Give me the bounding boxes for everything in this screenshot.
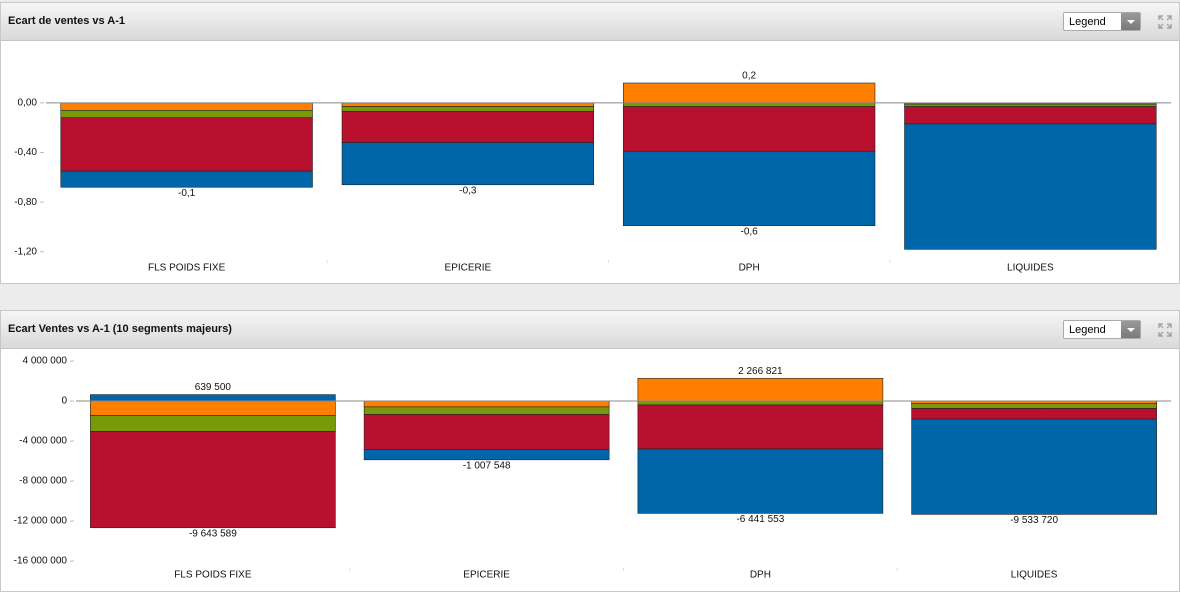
bar-segment bbox=[341, 106, 595, 112]
bar-segment bbox=[363, 406, 610, 415]
bar-segment bbox=[60, 170, 313, 188]
bar-segment bbox=[341, 102, 595, 107]
y-tick-label: -0,80 bbox=[14, 197, 37, 208]
x-tick-label: LIQUIDES bbox=[1011, 570, 1058, 581]
bar-segment bbox=[90, 400, 336, 416]
value-label: -0,3 bbox=[459, 185, 477, 196]
y-tick-label: -8 000 000 bbox=[19, 476, 67, 487]
value-label: -9 533 720 bbox=[1010, 515, 1058, 526]
bar-segment bbox=[90, 415, 336, 432]
value-label: -0,1 bbox=[178, 188, 196, 199]
value-label: 639 500 bbox=[195, 382, 232, 393]
value-label: -1 007 548 bbox=[463, 460, 511, 471]
panel-header: Ecart Ventes vs A-1 (10 segments majeurs… bbox=[1, 311, 1179, 349]
chart-title: Ecart de ventes vs A-1 bbox=[8, 15, 125, 27]
legend-dropdown[interactable]: Legend bbox=[1063, 320, 1141, 339]
y-tick-label: -0,40 bbox=[14, 147, 37, 158]
value-label: -0,6 bbox=[741, 226, 759, 237]
legend-dropdown[interactable]: Legend bbox=[1063, 12, 1141, 31]
dropdown-arrow bbox=[1121, 321, 1140, 338]
x-tick-label: EPICERIE bbox=[463, 570, 510, 581]
bar-segment bbox=[637, 400, 884, 406]
value-label: 0,2 bbox=[742, 71, 756, 82]
bar-segment bbox=[363, 449, 610, 461]
bar-segment bbox=[911, 418, 1157, 515]
y-tick-label: -1,20 bbox=[14, 246, 37, 257]
panel-header: Ecart de ventes vs A-1 Legend bbox=[1, 3, 1179, 41]
x-tick-label: DPH bbox=[750, 570, 771, 581]
bar-segment bbox=[622, 106, 876, 152]
bar-segment bbox=[622, 150, 876, 227]
x-tick-label: FLS POIDS FIXE bbox=[148, 263, 226, 274]
chart-title: Ecart Ventes vs A-1 (10 segments majeurs… bbox=[8, 323, 232, 335]
bar-segment bbox=[60, 102, 313, 111]
bar-segment bbox=[341, 111, 595, 143]
y-tick-label: -4 000 000 bbox=[19, 436, 67, 447]
bar-segment bbox=[363, 414, 610, 451]
y-tick-label: -12 000 000 bbox=[14, 516, 68, 527]
bar-segment bbox=[904, 123, 1157, 250]
value-label: -6 441 553 bbox=[736, 514, 784, 525]
bar-segment bbox=[622, 82, 876, 104]
bar-segment bbox=[90, 394, 336, 402]
chart: 0,00 -0,40 -0,80 -1,20 FLS POIDS FIXE -0,1 -0,… bbox=[14, 71, 1171, 274]
x-tick-label: EPICERIE bbox=[445, 263, 492, 274]
value-label: 2 266 821 bbox=[738, 366, 783, 377]
bar-segment bbox=[637, 404, 884, 450]
expand-icon[interactable] bbox=[1158, 15, 1172, 29]
bar-segment bbox=[622, 102, 876, 107]
x-tick-label: FLS POIDS FIXE bbox=[174, 570, 252, 581]
bar-segment bbox=[637, 448, 884, 514]
bar-segment bbox=[637, 378, 884, 402]
bar-segment bbox=[904, 106, 1157, 125]
bar-segment bbox=[60, 110, 313, 119]
bar-segment bbox=[911, 408, 1157, 420]
x-tick-label: DPH bbox=[739, 263, 760, 274]
panel: Ecart de ventes vs A-1 Legend 0,00 -0,40 -… bbox=[0, 2, 1180, 284]
bar-segment bbox=[904, 103, 1157, 107]
x-tick-label: LIQUIDES bbox=[1007, 263, 1054, 274]
bar-segment bbox=[911, 403, 1157, 409]
y-tick-label: -16 000 000 bbox=[14, 556, 68, 567]
chart: 4 000 000 0 -4 000 000 -8 000 000 -12 000 00… bbox=[14, 356, 1171, 581]
legend-label: Legend bbox=[1069, 324, 1106, 336]
panel: Ecart Ventes vs A-1 (10 segments majeurs… bbox=[0, 310, 1180, 592]
bar-segment bbox=[90, 431, 336, 529]
y-tick-label: 4 000 000 bbox=[23, 356, 68, 367]
bar-segment bbox=[363, 400, 610, 408]
dropdown-arrow bbox=[1121, 13, 1140, 30]
bar-segment bbox=[60, 117, 313, 172]
expand-icon[interactable] bbox=[1158, 323, 1172, 337]
y-tick-label: 0 bbox=[61, 396, 67, 407]
legend-label: Legend bbox=[1069, 16, 1106, 28]
value-label: -9 643 589 bbox=[189, 528, 237, 539]
bar-segment bbox=[341, 142, 595, 186]
y-tick-label: 0,00 bbox=[18, 97, 38, 108]
